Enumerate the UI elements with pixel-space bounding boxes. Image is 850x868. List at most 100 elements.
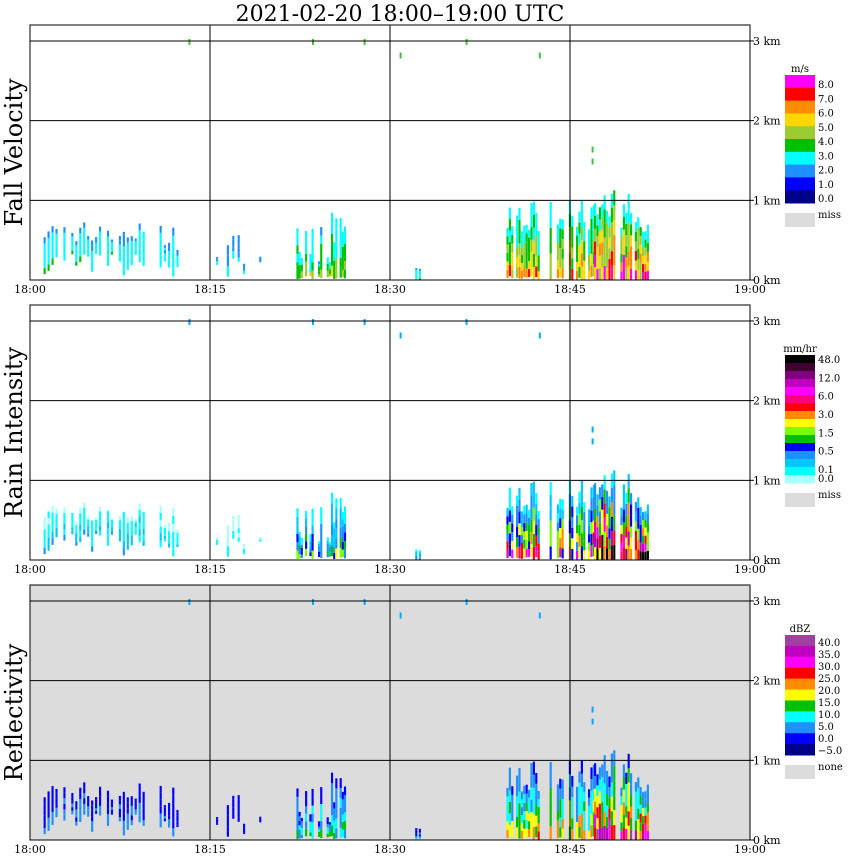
- echo-cell: [418, 548, 421, 551]
- echo-cell: [134, 246, 137, 250]
- echo-cell: [226, 525, 229, 531]
- echo-cell: [606, 222, 609, 234]
- echo-cell: [339, 218, 342, 229]
- echo-cell: [126, 517, 129, 523]
- echo-cell: [523, 802, 526, 812]
- echo-cell: [596, 214, 599, 226]
- echo-cell: [418, 836, 421, 839]
- echo-cell: [549, 240, 552, 254]
- echo-cell: [259, 539, 262, 541]
- echo-cell: [237, 239, 240, 245]
- echo-cell: [333, 820, 336, 827]
- echo-cell: [625, 212, 628, 224]
- echo-cell: [530, 787, 533, 800]
- legend-swatch: [785, 689, 815, 701]
- echo-cell: [603, 545, 606, 560]
- y-tick-label: 0 km: [753, 554, 781, 567]
- echo-cell: [47, 824, 50, 831]
- echo-cell: [561, 548, 564, 559]
- plot-frame: [29, 304, 751, 561]
- echo-cell: [571, 828, 574, 840]
- echo-cell: [559, 537, 562, 548]
- echo-cell: [309, 534, 312, 538]
- echo-cell: [55, 793, 58, 799]
- echo-cell: [594, 508, 597, 522]
- echo-cell: [576, 804, 579, 814]
- echo-cell: [511, 226, 514, 235]
- echo-cell: [138, 809, 141, 816]
- echo-cell: [592, 776, 595, 789]
- echo-cell: [43, 547, 46, 555]
- legend-swatch: [785, 87, 815, 102]
- echo-cell: [232, 814, 235, 819]
- echo-cell: [43, 255, 46, 262]
- echo-cell: [259, 256, 262, 258]
- echo-speck: [399, 52, 402, 59]
- echo-cell: [556, 269, 559, 279]
- echo-cell: [243, 832, 246, 835]
- echo-cell: [296, 245, 299, 254]
- echo-cell: [296, 525, 299, 534]
- echo-cell: [333, 242, 336, 249]
- echo-cell: [75, 245, 78, 250]
- echo-cell: [639, 804, 642, 814]
- echo-cell: [516, 827, 519, 838]
- echo-cell: [126, 237, 129, 243]
- echo-cell: [259, 258, 262, 260]
- echo-cell: [592, 484, 595, 497]
- echo-cell: [576, 226, 579, 236]
- echo-cell: [610, 236, 613, 252]
- echo-cell: [639, 831, 642, 840]
- echo-cell: [511, 786, 514, 795]
- echo-cell: [606, 770, 609, 783]
- echo-cell: [610, 516, 613, 532]
- echo-cell: [110, 802, 114, 805]
- echo-cell: [580, 266, 583, 280]
- echo-cell: [603, 265, 606, 280]
- echo-cell: [588, 229, 591, 238]
- y-tick-label: 3 km: [753, 595, 781, 608]
- echo-cell: [620, 525, 623, 534]
- echo-cell: [535, 245, 538, 256]
- echo-cell: [106, 254, 110, 260]
- echo-cell: [309, 545, 312, 549]
- legend-swatch: [785, 395, 815, 404]
- echo-cell: [571, 517, 574, 528]
- echo-cell: [588, 789, 591, 798]
- echo-cell: [639, 533, 642, 543]
- echo-cell: [530, 227, 533, 240]
- echo-cell: [172, 268, 175, 277]
- y-tick-label: 1 km: [753, 754, 781, 767]
- echo-cell: [576, 542, 579, 551]
- echo-cell: [580, 760, 583, 774]
- legend-label: 0.0: [818, 194, 834, 205]
- echo-cell: [343, 541, 347, 550]
- echo-cell: [243, 268, 246, 271]
- echo-cell: [110, 252, 114, 255]
- echo-cell: [320, 821, 323, 830]
- echo-cell: [506, 516, 509, 525]
- echo-cell: [637, 238, 640, 249]
- echo-cell: [134, 249, 137, 253]
- echo-cell: [216, 263, 219, 265]
- echo-cell: [341, 806, 344, 815]
- echo-cell: [646, 513, 649, 524]
- echo-cell: [43, 535, 46, 542]
- echo-cell: [639, 515, 642, 525]
- echo-cell: [576, 270, 579, 280]
- echo-cell: [176, 258, 179, 262]
- echo-cell: [620, 227, 623, 237]
- echo-cell: [608, 829, 611, 840]
- echo-cell: [226, 820, 229, 827]
- echo-cell: [87, 522, 90, 527]
- echo-cell: [176, 812, 179, 816]
- echo-cell: [644, 247, 647, 256]
- echo-cell: [559, 248, 562, 258]
- echo-cell: [311, 533, 314, 543]
- echo-cell: [506, 524, 509, 533]
- echo-cell: [138, 535, 141, 543]
- echo-cell: [556, 784, 559, 794]
- echo-cell: [335, 808, 338, 819]
- echo-cell: [311, 813, 314, 823]
- echo-cell: [561, 818, 564, 829]
